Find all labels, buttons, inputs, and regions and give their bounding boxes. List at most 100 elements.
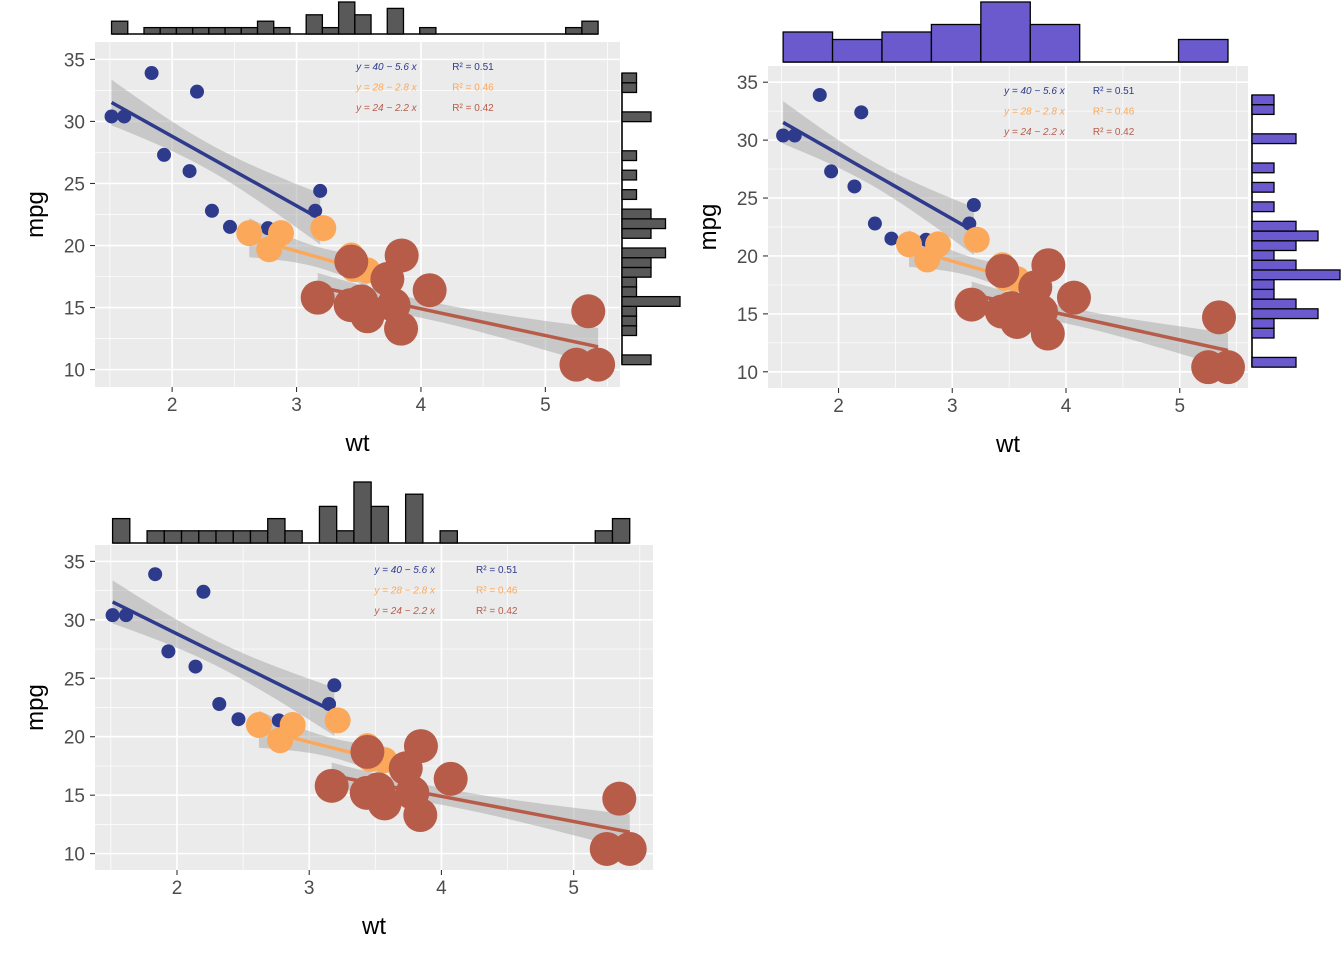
histogram-bar	[1251, 104, 1275, 116]
data-point-group-3	[403, 729, 438, 764]
data-point-group-1	[148, 567, 163, 582]
r-squared-label: R² = 0.51	[1093, 86, 1135, 97]
data-point-group-3	[602, 781, 637, 816]
y-tick-label: 25	[737, 189, 758, 210]
y-tick-label: 35	[64, 552, 85, 573]
histogram-bar	[240, 26, 259, 35]
data-point-group-3	[1056, 280, 1091, 315]
histogram-bar	[1251, 94, 1275, 106]
top-marginal-histogram	[782, 1, 1229, 63]
histogram-bar	[305, 14, 324, 35]
equation-label: y = 40 − 5.6 x	[355, 62, 418, 73]
r-squared-label: R² = 0.46	[476, 586, 518, 597]
histogram-bar	[267, 517, 286, 544]
histogram-bar	[1251, 240, 1297, 252]
histogram-bar	[621, 257, 652, 269]
data-point-group-3	[433, 761, 468, 796]
histogram-bar	[1251, 279, 1275, 291]
axes: 2 3 4 5 10 15 20 25 30 35 wt mpg	[22, 552, 579, 940]
histogram-bar	[1251, 201, 1275, 213]
histogram-bar	[621, 227, 652, 239]
equation-label: y = 24 − 2.2 x	[1003, 127, 1066, 138]
regression-annotations: y = 40 − 5.6 x R² = 0.51 y = 28 − 2.8 x R² …	[1003, 86, 1135, 138]
x-tick-label: 2	[172, 878, 183, 899]
data-point-group-1	[157, 147, 172, 162]
fit-line-1	[110, 100, 322, 221]
x-tick-label: 4	[436, 878, 447, 899]
data-point-group-1	[327, 678, 342, 693]
histogram-bar	[419, 26, 437, 35]
histogram-bar	[980, 1, 1031, 63]
chart-panel-1: y = 40 − 5.6 x R² = 0.51 y = 28 − 2.8 x R² …	[22, 1, 681, 457]
histogram-bar	[386, 7, 405, 35]
y-tick-label: 35	[737, 73, 758, 94]
y-tick-label: 30	[64, 112, 85, 133]
x-axis-label: wt	[995, 431, 1020, 458]
data-point-group-3	[1030, 316, 1065, 351]
histogram-bar	[621, 315, 638, 327]
y-axis-label: mpg	[695, 204, 722, 251]
histogram-bar	[621, 305, 638, 317]
histogram-bar	[881, 31, 933, 63]
data-point-group-1	[322, 696, 337, 711]
data-point-group-3	[412, 273, 447, 308]
x-tick-label: 5	[540, 395, 551, 416]
data-point-group-1	[313, 183, 328, 198]
data-point-group-3	[1201, 300, 1236, 335]
data-point-group-1	[824, 164, 839, 179]
histogram-bar	[198, 530, 217, 544]
y-tick-label: 30	[737, 131, 758, 152]
histogram-bar	[273, 26, 291, 35]
x-tick-label: 2	[833, 396, 844, 417]
histogram-bar	[404, 493, 424, 544]
y-tick-label: 10	[64, 361, 85, 382]
histogram-bar	[621, 354, 652, 366]
x-tick-label: 3	[304, 878, 315, 899]
r-squared-label: R² = 0.51	[452, 62, 494, 73]
histogram-bar	[353, 481, 372, 544]
data-point-group-1	[119, 608, 134, 623]
data-point-group-1	[962, 216, 977, 231]
y-tick-label: 10	[64, 845, 85, 866]
data-point-group-2	[236, 220, 263, 247]
histogram-bar	[1251, 230, 1319, 242]
data-point-group-2	[324, 707, 351, 734]
y-tick-label: 20	[64, 728, 85, 749]
histogram-bar	[256, 20, 275, 35]
data-point-group-3	[571, 294, 606, 329]
histogram-bar	[370, 505, 390, 544]
histogram-bar	[621, 295, 681, 307]
histogram-bar	[621, 169, 638, 181]
histogram-bar	[215, 530, 234, 544]
histogram-bar	[581, 20, 599, 35]
data-point-group-3	[581, 347, 616, 382]
histogram-bar	[565, 26, 583, 35]
histogram-bar	[621, 247, 667, 259]
histogram-bar	[143, 26, 161, 35]
histogram-bar	[594, 530, 614, 544]
histogram-bar	[284, 530, 303, 544]
histogram-bar	[1251, 356, 1297, 368]
data-point-group-1	[867, 216, 882, 231]
histogram-bar	[1251, 288, 1275, 300]
data-point-group-1	[190, 84, 205, 99]
histogram-bar	[1029, 23, 1081, 63]
equation-label: y = 28 − 2.8 x	[1003, 107, 1066, 118]
histogram-bar	[191, 26, 210, 35]
r-squared-label: R² = 0.46	[452, 83, 494, 94]
data-point-group-1	[787, 128, 802, 143]
histogram-bar	[318, 505, 338, 544]
x-tick-label: 4	[1061, 396, 1072, 417]
x-tick-label: 5	[568, 878, 579, 899]
scatter-points	[776, 87, 1245, 385]
data-point-group-3	[350, 734, 385, 769]
scatter-points	[105, 567, 647, 866]
y-axis-label: mpg	[22, 191, 49, 238]
data-point-group-1	[222, 219, 237, 234]
regression-annotations: y = 40 − 5.6 x R² = 0.51 y = 28 − 2.8 x R² …	[355, 62, 494, 114]
data-point-group-1	[105, 608, 120, 623]
y-tick-label: 10	[737, 363, 758, 384]
right-marginal-histogram	[1251, 94, 1341, 368]
data-point-group-3	[1031, 248, 1066, 283]
